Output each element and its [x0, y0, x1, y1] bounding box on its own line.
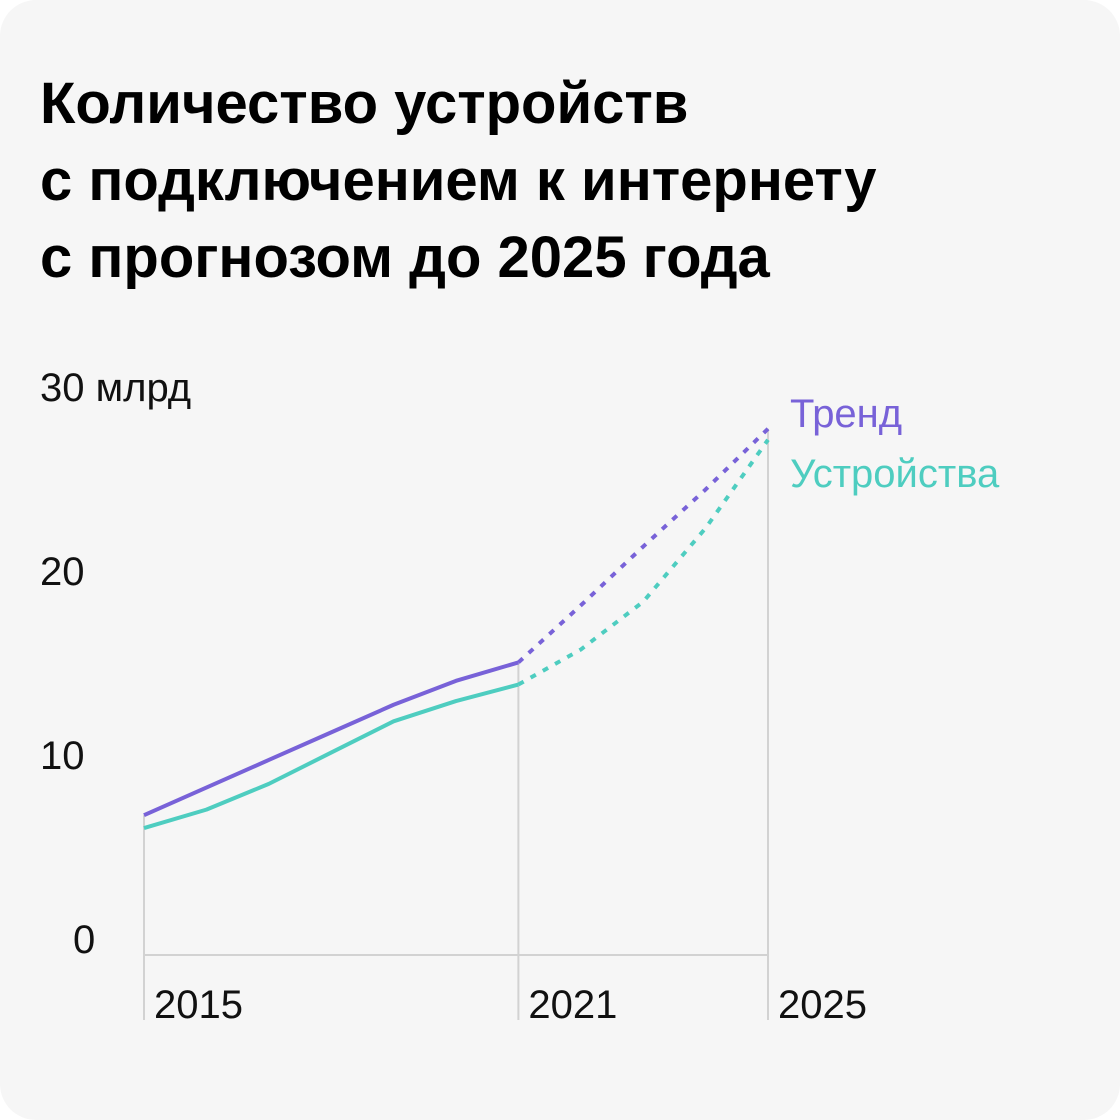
y-tick-label: 20 — [40, 550, 85, 594]
forecast-line — [517, 438, 770, 687]
data-line — [143, 682, 519, 830]
y-tick-label: 10 — [40, 734, 85, 778]
chart-title: с подключением к интернету — [40, 148, 876, 213]
legend-label: Устройства — [790, 452, 1000, 496]
chart-title: Количество устройств — [40, 71, 688, 136]
x-tick-label: 2025 — [778, 983, 867, 1027]
y-tick-label: 0 — [73, 918, 95, 962]
chart-title: с прогнозом до 2025 года — [40, 225, 771, 290]
legend-label: Тренд — [790, 392, 902, 436]
forecast-line — [517, 427, 770, 664]
x-tick-label: 2015 — [154, 983, 243, 1027]
y-tick-label: 30 млрд — [40, 366, 191, 410]
data-line — [143, 660, 519, 817]
x-tick-label: 2021 — [528, 983, 617, 1027]
